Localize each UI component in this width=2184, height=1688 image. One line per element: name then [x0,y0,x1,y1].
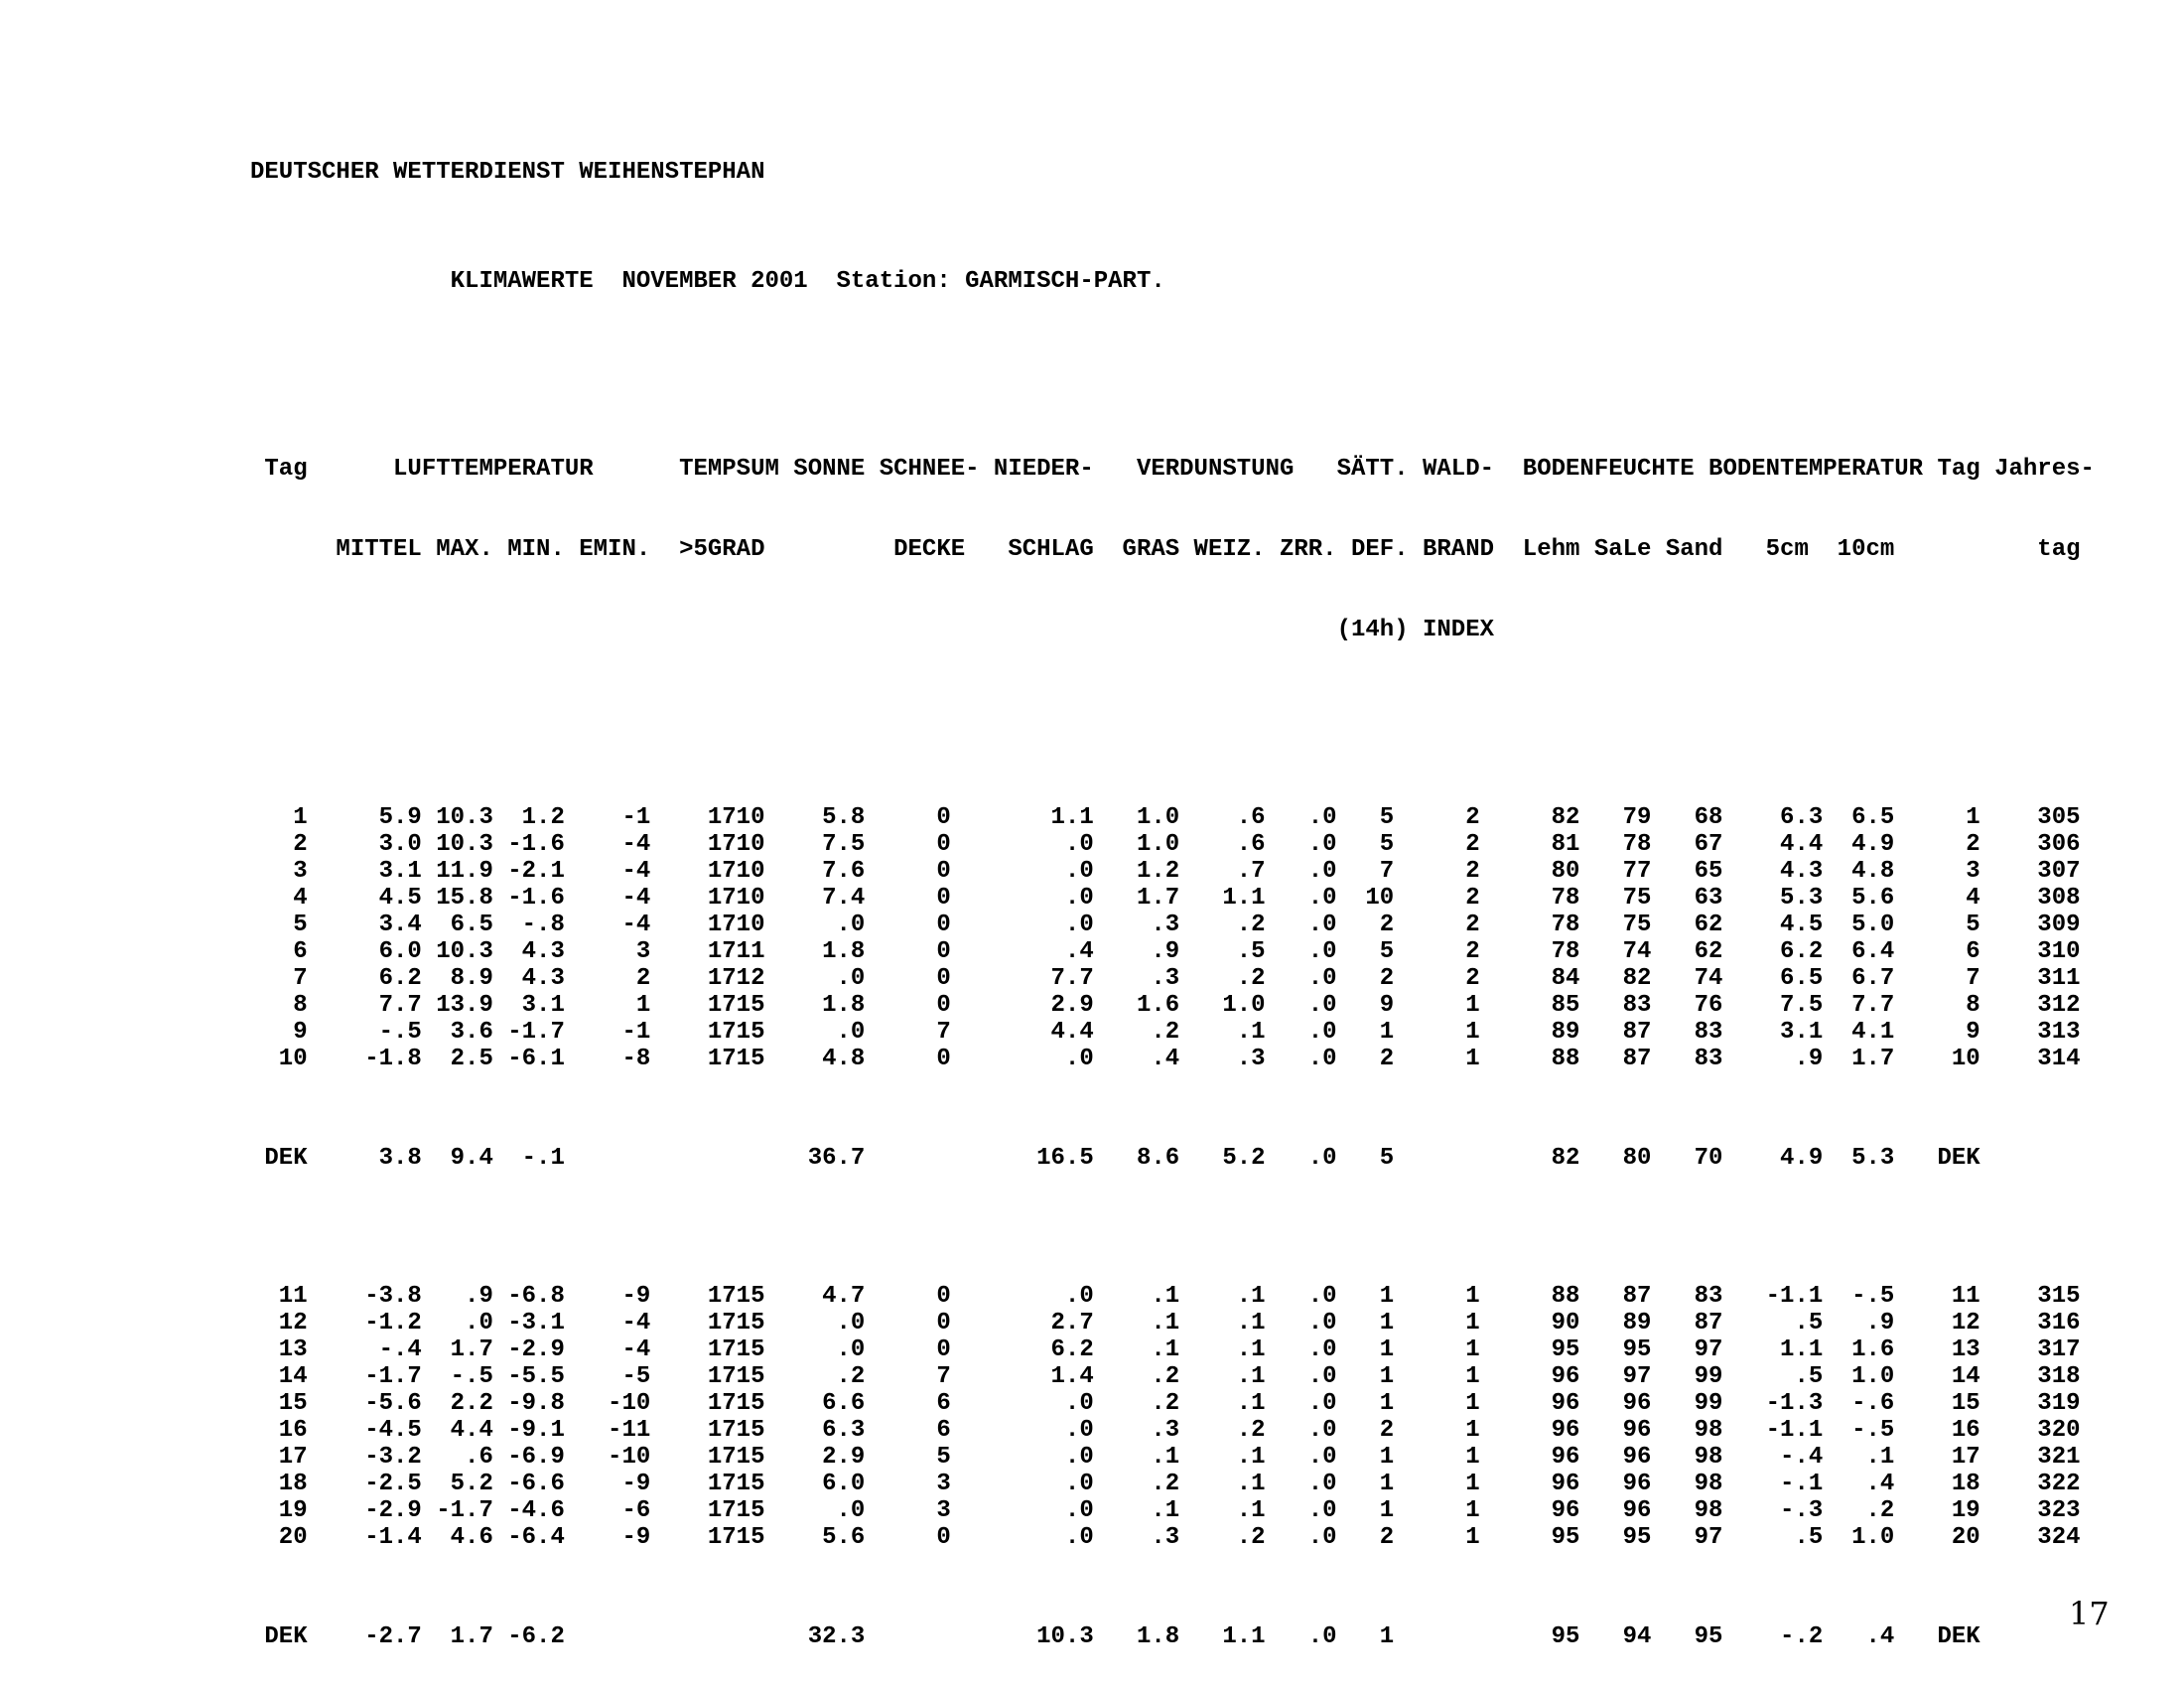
table-row: 6 6.0 10.3 4.3 3 1711 1.8 0 .4 .9 .5 .0 … [250,938,2138,965]
column-headers: Tag LUFTTEMPERATUR TEMPSUM SONNE SCHNEE-… [250,402,2137,697]
table-row: 8 7.7 13.9 3.1 1 1715 1.8 0 2.9 1.6 1.0 … [250,992,2138,1019]
table-row: 7 6.2 8.9 4.3 2 1712 .0 0 7.7 .3 .2 .0 2… [250,965,2138,992]
days-11-20-rows: 11 -3.8 .9 -6.8 -9 1715 4.7 0 .0 .1 .1 .… [250,1283,2137,1551]
days-1-10-rows: 1 5.9 10.3 1.2 -1 1710 5.8 0 1.1 1.0 .6 … [250,804,2137,1072]
table-row: 2 3.0 10.3 -1.6 -4 1710 7.5 0 .0 1.0 .6 … [250,831,2138,858]
table-row: 14 -1.7 -.5 -5.5 -5 1715 .2 7 1.4 .2 .1 … [250,1363,2138,1390]
table-row: 19 -2.9 -1.7 -4.6 -6 1715 .0 3 .0 .1 .1 … [250,1497,2138,1524]
climate-report: DEUTSCHER WETTERDIENST WEIHENSTEPHAN KLI… [250,105,2137,1688]
table-row: 4 4.5 15.8 -1.6 -4 1710 7.4 0 .0 1.7 1.1… [250,885,2138,912]
table-row: 12 -1.2 .0 -3.1 -4 1715 .0 0 2.7 .1 .1 .… [250,1310,2138,1336]
table-row: 18 -2.5 5.2 -6.6 -9 1715 6.0 3 .0 .2 .1 … [250,1471,2138,1497]
dekade-2-summary-row: DEK -2.7 1.7 -6.2 32.3 10.3 1.8 1.1 .0 1… [250,1623,2138,1650]
table-row: 3 3.1 11.9 -2.1 -4 1710 7.6 0 .0 1.2 .7 … [250,858,2138,885]
page-number: 17 [2069,1595,2110,1632]
report-subtitle: KLIMAWERTE NOVEMBER 2001 Station: GARMIS… [250,268,2138,295]
table-row: 10 -1.8 2.5 -6.1 -8 1715 4.8 0 .0 .4 .3 … [250,1046,2138,1072]
table-row: 1 5.9 10.3 1.2 -1 1710 5.8 0 1.1 1.0 .6 … [250,804,2138,831]
table-row: 5 3.4 6.5 -.8 -4 1710 .0 0 .0 .3 .2 .0 2… [250,912,2138,938]
table-row: 15 -5.6 2.2 -9.8 -10 1715 6.6 6 .0 .2 .1… [250,1390,2138,1417]
table-row: 17 -3.2 .6 -6.9 -10 1715 2.9 5 .0 .1 .1 … [250,1444,2138,1471]
table-row: 13 -.4 1.7 -2.9 -4 1715 .0 0 6.2 .1 .1 .… [250,1336,2138,1363]
table-row: 20 -1.4 4.6 -6.4 -9 1715 5.6 0 .0 .3 .2 … [250,1524,2138,1551]
table-row: 16 -4.5 4.4 -9.1 -11 1715 6.3 6 .0 .3 .2… [250,1417,2138,1444]
column-header-row-2: MITTEL MAX. MIN. EMIN. >5GRAD DECKE SCHL… [250,536,2138,563]
agency-title: DEUTSCHER WETTERDIENST WEIHENSTEPHAN [250,159,2138,186]
table-row: 11 -3.8 .9 -6.8 -9 1715 4.7 0 .0 .1 .1 .… [250,1283,2138,1310]
table-row: 9 -.5 3.6 -1.7 -1 1715 .0 7 4.4 .2 .1 .0… [250,1019,2138,1046]
column-header-row-3: (14h) INDEX [250,617,2138,643]
dekade-1-summary-row: DEK 3.8 9.4 -.1 36.7 16.5 8.6 5.2 .0 5 8… [250,1145,2138,1172]
column-header-row-1: Tag LUFTTEMPERATUR TEMPSUM SONNE SCHNEE-… [250,456,2138,483]
